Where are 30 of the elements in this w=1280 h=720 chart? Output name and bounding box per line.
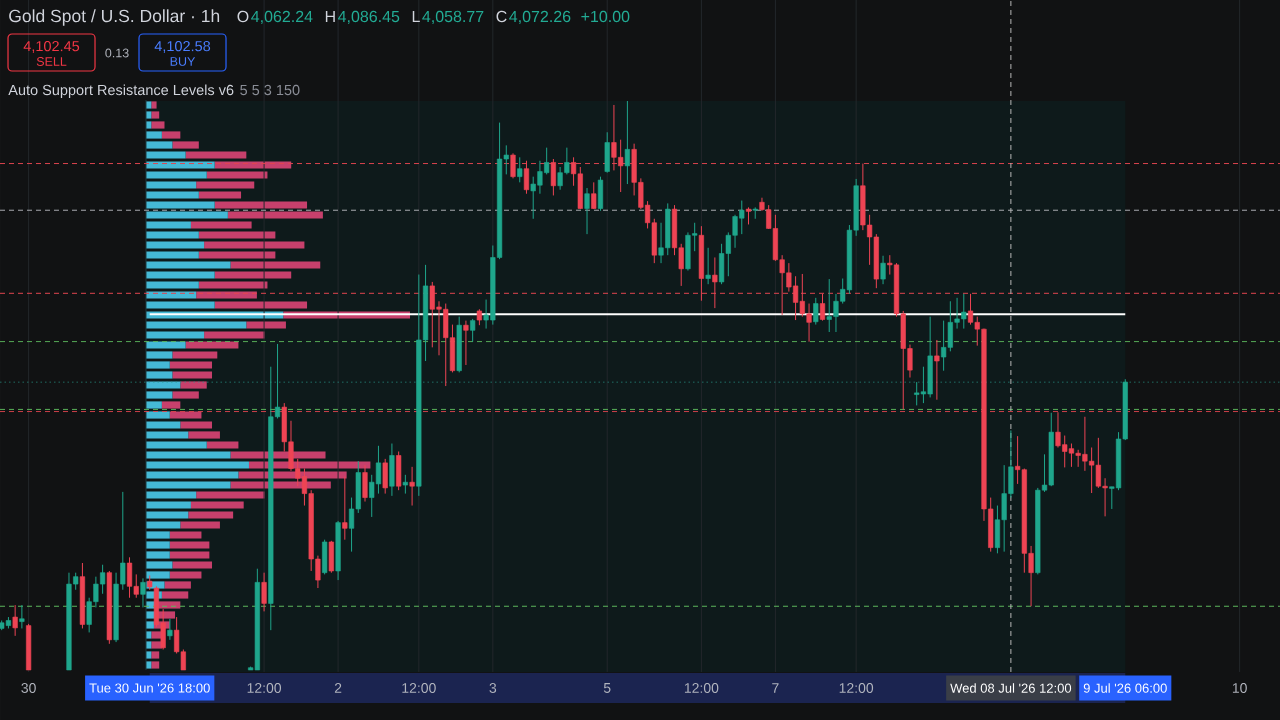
- text: O: [237, 10, 249, 23]
- x-tick-label: 12:00: [839, 683, 874, 693]
- text: 4,086.45: [338, 10, 400, 25]
- x-tick-label: 3: [489, 683, 497, 693]
- x-tick-label: Wed 08 Jul '26 12:00: [950, 683, 1072, 693]
- chart-subtitle: Auto Support Resistance Levels v6: [8, 84, 234, 98]
- text: +10.00: [581, 10, 630, 23]
- text: BUY: [170, 57, 196, 66]
- text: 0.13: [105, 48, 129, 58]
- text: 4,062.24: [251, 10, 313, 25]
- chart-title: Gold Spot / U.S. Dollar · 1h: [9, 9, 220, 26]
- x-tick-label: 12:00: [684, 683, 719, 693]
- x-tick-label: 5: [603, 683, 611, 693]
- text: 5 5 3 150: [240, 84, 300, 96]
- x-tick-label: 12:00: [247, 683, 282, 693]
- text: L: [412, 10, 420, 22]
- x-tick-label: 12:00: [402, 683, 436, 693]
- x-tick-label: 30: [21, 683, 36, 693]
- text: 4,102.45: [23, 40, 80, 53]
- x-tick-label: Tue 30 Jun '26 18:00: [89, 683, 210, 693]
- x-tick-label: 7: [772, 683, 779, 693]
- text: SELL: [36, 57, 67, 66]
- text: H: [325, 10, 335, 22]
- x-tick-label: 10: [1232, 683, 1247, 693]
- text: 4,058.77: [422, 10, 484, 25]
- x-tick-label: 2: [334, 683, 342, 693]
- text: 4,102.58: [154, 40, 211, 53]
- text: 4,072.26: [509, 10, 571, 25]
- text: C: [496, 10, 507, 23]
- x-tick-label: 9 Jul '26 06:00: [1083, 683, 1167, 693]
